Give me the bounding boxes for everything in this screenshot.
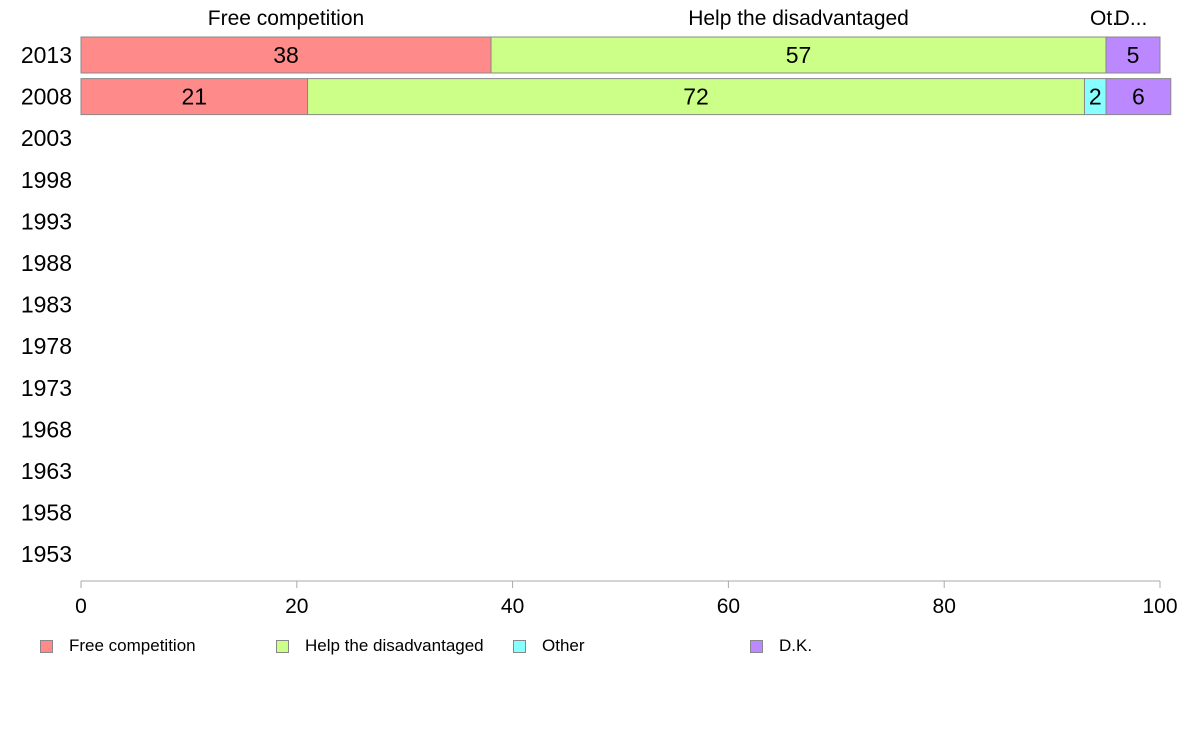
chart-legend: Free competition Help the disadvantaged Ot… (0, 634, 1188, 658)
legend-swatch-help-the-disadvantaged (276, 639, 289, 653)
legend-label-d-k: D.K. (779, 636, 813, 655)
value-label-2013-help-the-disadvantaged: 57 (786, 42, 812, 68)
year-label-1983: 1983 (21, 292, 72, 318)
bar-2008-help-the-disadvantaged (307, 78, 1085, 116)
x-tick-label-100: 100 (1142, 595, 1177, 618)
year-label-1973: 1973 (21, 375, 72, 401)
year-label-2003: 2003 (21, 125, 72, 151)
bar-2013-help-the-disadvantaged (490, 36, 1107, 74)
legend-swatch-other (513, 639, 526, 653)
legend-label-other: Other (542, 636, 585, 655)
header-label-1: Free competition (208, 7, 364, 30)
value-label-2008-d-k: 6 (1132, 84, 1145, 110)
legend-item-help-the-disadvantaged: Help the disadvantaged (276, 634, 484, 658)
x-tick-label-80: 80 (933, 595, 956, 618)
bar-2008-d-k (1105, 78, 1172, 116)
year-axis-labels: 2013 2008 2003 1998 1993 1988 1983 1978 1973 1968… (21, 42, 72, 567)
legend-label-help-the-disadvantaged: Help the disadvantaged (305, 636, 484, 655)
stacked-bar-chart: Free competition Help the disadvantaged Ot… (21, 7, 1178, 618)
header-label-2: Help the disadvantaged (688, 7, 909, 30)
value-label-2008-other: 2 (1089, 84, 1102, 110)
x-tick-label-20: 20 (285, 595, 308, 618)
value-label-2008-free-competition: 21 (181, 84, 207, 110)
category-header-labels: Free competition Help the disadvantaged Ot… (208, 7, 1148, 30)
legend-item-d-k: D.K. (750, 634, 812, 658)
year-label-1978: 1978 (21, 333, 72, 359)
legend-swatch-d-k (750, 639, 763, 653)
value-label-2013-free-competition: 38 (273, 42, 299, 68)
header-label-3: Ot. (1090, 7, 1118, 30)
legend-item-free-competition: Free competition (40, 634, 196, 658)
year-label-1953: 1953 (21, 541, 72, 567)
legend-label-free-competition: Free competition (69, 636, 196, 655)
bar-segments: 38 57 5 21 72 2 6 (80, 36, 1172, 116)
year-label-1988: 1988 (21, 250, 72, 276)
year-label-1958: 1958 (21, 500, 72, 526)
x-axis: 0 20 40 60 80 100 (75, 580, 1178, 618)
value-label-2013-d-k: 5 (1127, 42, 1140, 68)
legend-item-other: Other (513, 634, 585, 658)
year-label-1963: 1963 (21, 458, 72, 484)
x-tick-label-0: 0 (75, 595, 87, 618)
year-label-1998: 1998 (21, 167, 72, 193)
year-label-1993: 1993 (21, 208, 72, 234)
value-label-2008-help-the-disadvantaged: 72 (683, 84, 709, 110)
header-label-4: D... (1115, 7, 1148, 30)
x-tick-label-40: 40 (501, 595, 524, 618)
year-label-1968: 1968 (21, 416, 72, 442)
legend-swatch-free-competition (40, 639, 53, 653)
year-label-2008: 2008 (21, 84, 72, 110)
bar-2013-d-k (1105, 36, 1161, 74)
x-tick-label-60: 60 (717, 595, 740, 618)
year-label-2013: 2013 (21, 42, 72, 68)
